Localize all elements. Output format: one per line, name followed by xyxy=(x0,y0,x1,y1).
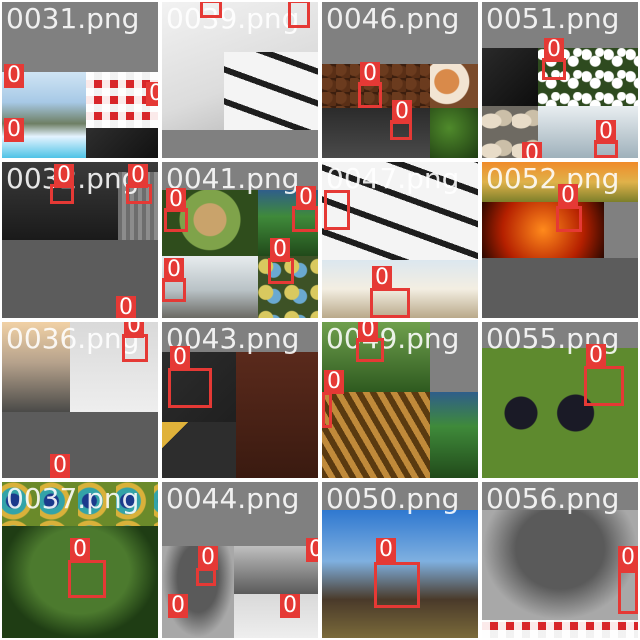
tile-label: 0044.png xyxy=(166,482,300,515)
detection-tag: 0 xyxy=(280,594,300,618)
detection-tag: 0 xyxy=(596,120,616,144)
padding xyxy=(2,412,158,478)
photo-bw-mountain xyxy=(234,546,318,594)
detection-tag: 0 xyxy=(4,64,24,88)
detection-tag: 0 xyxy=(296,186,316,210)
detection-box xyxy=(584,366,624,406)
photo-bike xyxy=(236,352,318,478)
tile-0043[interactable]: 0043.png 0 xyxy=(162,322,318,478)
detection-tag: 0 xyxy=(324,370,344,394)
detection-tag: 0 xyxy=(392,100,412,124)
tile-0047[interactable]: 0047.png 0 xyxy=(322,162,478,318)
tile-label: 0031.png xyxy=(6,2,140,35)
detection-tag: 0 xyxy=(522,142,542,158)
padding xyxy=(482,258,638,318)
detection-tag: 0 xyxy=(544,38,564,62)
detection-tag: 0 xyxy=(618,546,638,570)
detection-tag: 0 xyxy=(168,594,188,618)
photo-pyramid xyxy=(322,392,430,478)
tile-0049[interactable]: 0049.png 0 0 xyxy=(322,322,478,478)
detection-box xyxy=(68,560,106,598)
photo-clouds xyxy=(538,106,638,158)
detection-tag: 0 xyxy=(376,538,396,562)
photo-pastry xyxy=(430,64,478,108)
photo-tree xyxy=(482,510,638,620)
detection-tag: 0 xyxy=(128,164,148,188)
detection-tag: 0 xyxy=(586,344,606,368)
detection-tag: 0 xyxy=(198,546,218,570)
detection-box xyxy=(370,288,410,318)
photo-lenses xyxy=(482,348,638,478)
photo-easter xyxy=(258,256,318,318)
tile-0046[interactable]: 0046.png 0 0 xyxy=(322,2,478,158)
detection-tag: 0 xyxy=(170,346,190,370)
photo-desk-items xyxy=(234,594,318,638)
tile-0041[interactable]: 0041.png 0 0 0 0 xyxy=(162,162,318,318)
tile-0031[interactable]: 0031.png 0 0 0 xyxy=(2,2,158,158)
detection-tag: 0 xyxy=(54,164,74,188)
photo-papers xyxy=(224,52,318,130)
photo-laptop-dark xyxy=(322,108,430,158)
detection-box xyxy=(168,368,212,408)
photo-peacock xyxy=(2,482,158,526)
tile-0052[interactable]: 0052.png 0 xyxy=(482,162,638,318)
detection-tag: 0 xyxy=(4,118,24,142)
detection-tag: 0 xyxy=(166,188,186,212)
detection-tag: 0 xyxy=(306,538,318,562)
detection-box xyxy=(322,392,332,428)
detection-box xyxy=(200,2,222,18)
photo-tree xyxy=(2,526,158,638)
detection-tag: 0 xyxy=(116,296,136,318)
tile-label: 0051.png xyxy=(486,2,620,35)
tile-0036[interactable]: 0036.png 0 0 xyxy=(2,322,158,478)
tile-0037[interactable]: 0037.png 0 xyxy=(2,482,158,638)
detection-box xyxy=(196,568,216,586)
detection-tag: 0 xyxy=(358,322,378,342)
detection-box xyxy=(288,2,310,28)
tile-0032[interactable]: 0032.png 0 0 0 xyxy=(2,162,158,318)
detection-tag: 0 xyxy=(146,82,158,106)
detection-tag: 0 xyxy=(360,62,380,86)
photo-strip xyxy=(482,620,638,638)
detection-tag: 0 xyxy=(50,454,70,478)
photo-fog-mountains xyxy=(2,322,70,412)
photo-landscape xyxy=(430,392,478,478)
photo-sea-bench xyxy=(322,510,478,638)
tile-label: 0046.png xyxy=(326,2,460,35)
detection-tag: 0 xyxy=(270,238,290,262)
detection-tag: 0 xyxy=(124,322,144,338)
photo-plant xyxy=(430,108,478,158)
detection-box xyxy=(122,334,148,362)
tile-0051[interactable]: 0051.png 0 0 0 xyxy=(482,2,638,158)
photo-scissors xyxy=(162,422,236,478)
tile-0050[interactable]: 0050.png 0 xyxy=(322,482,478,638)
detection-box xyxy=(374,562,420,608)
detection-tag: 0 xyxy=(164,258,184,282)
photo-desk xyxy=(86,128,158,158)
photo-phone xyxy=(482,48,538,106)
tile-0044[interactable]: 0044.png 0 0 0 0 xyxy=(162,482,318,638)
tile-0055[interactable]: 0055.png 0 xyxy=(482,322,638,478)
detection-box xyxy=(556,206,582,232)
tile-0056[interactable]: 0056.png 0 xyxy=(482,482,638,638)
detection-tag: 0 xyxy=(372,266,392,290)
detection-tag: 0 xyxy=(558,184,578,208)
detection-box xyxy=(324,190,350,230)
detection-tag: 0 xyxy=(70,538,90,562)
photo-lava xyxy=(482,202,604,258)
detection-box xyxy=(618,570,638,614)
tile-0039[interactable]: 0039.png xyxy=(162,2,318,158)
